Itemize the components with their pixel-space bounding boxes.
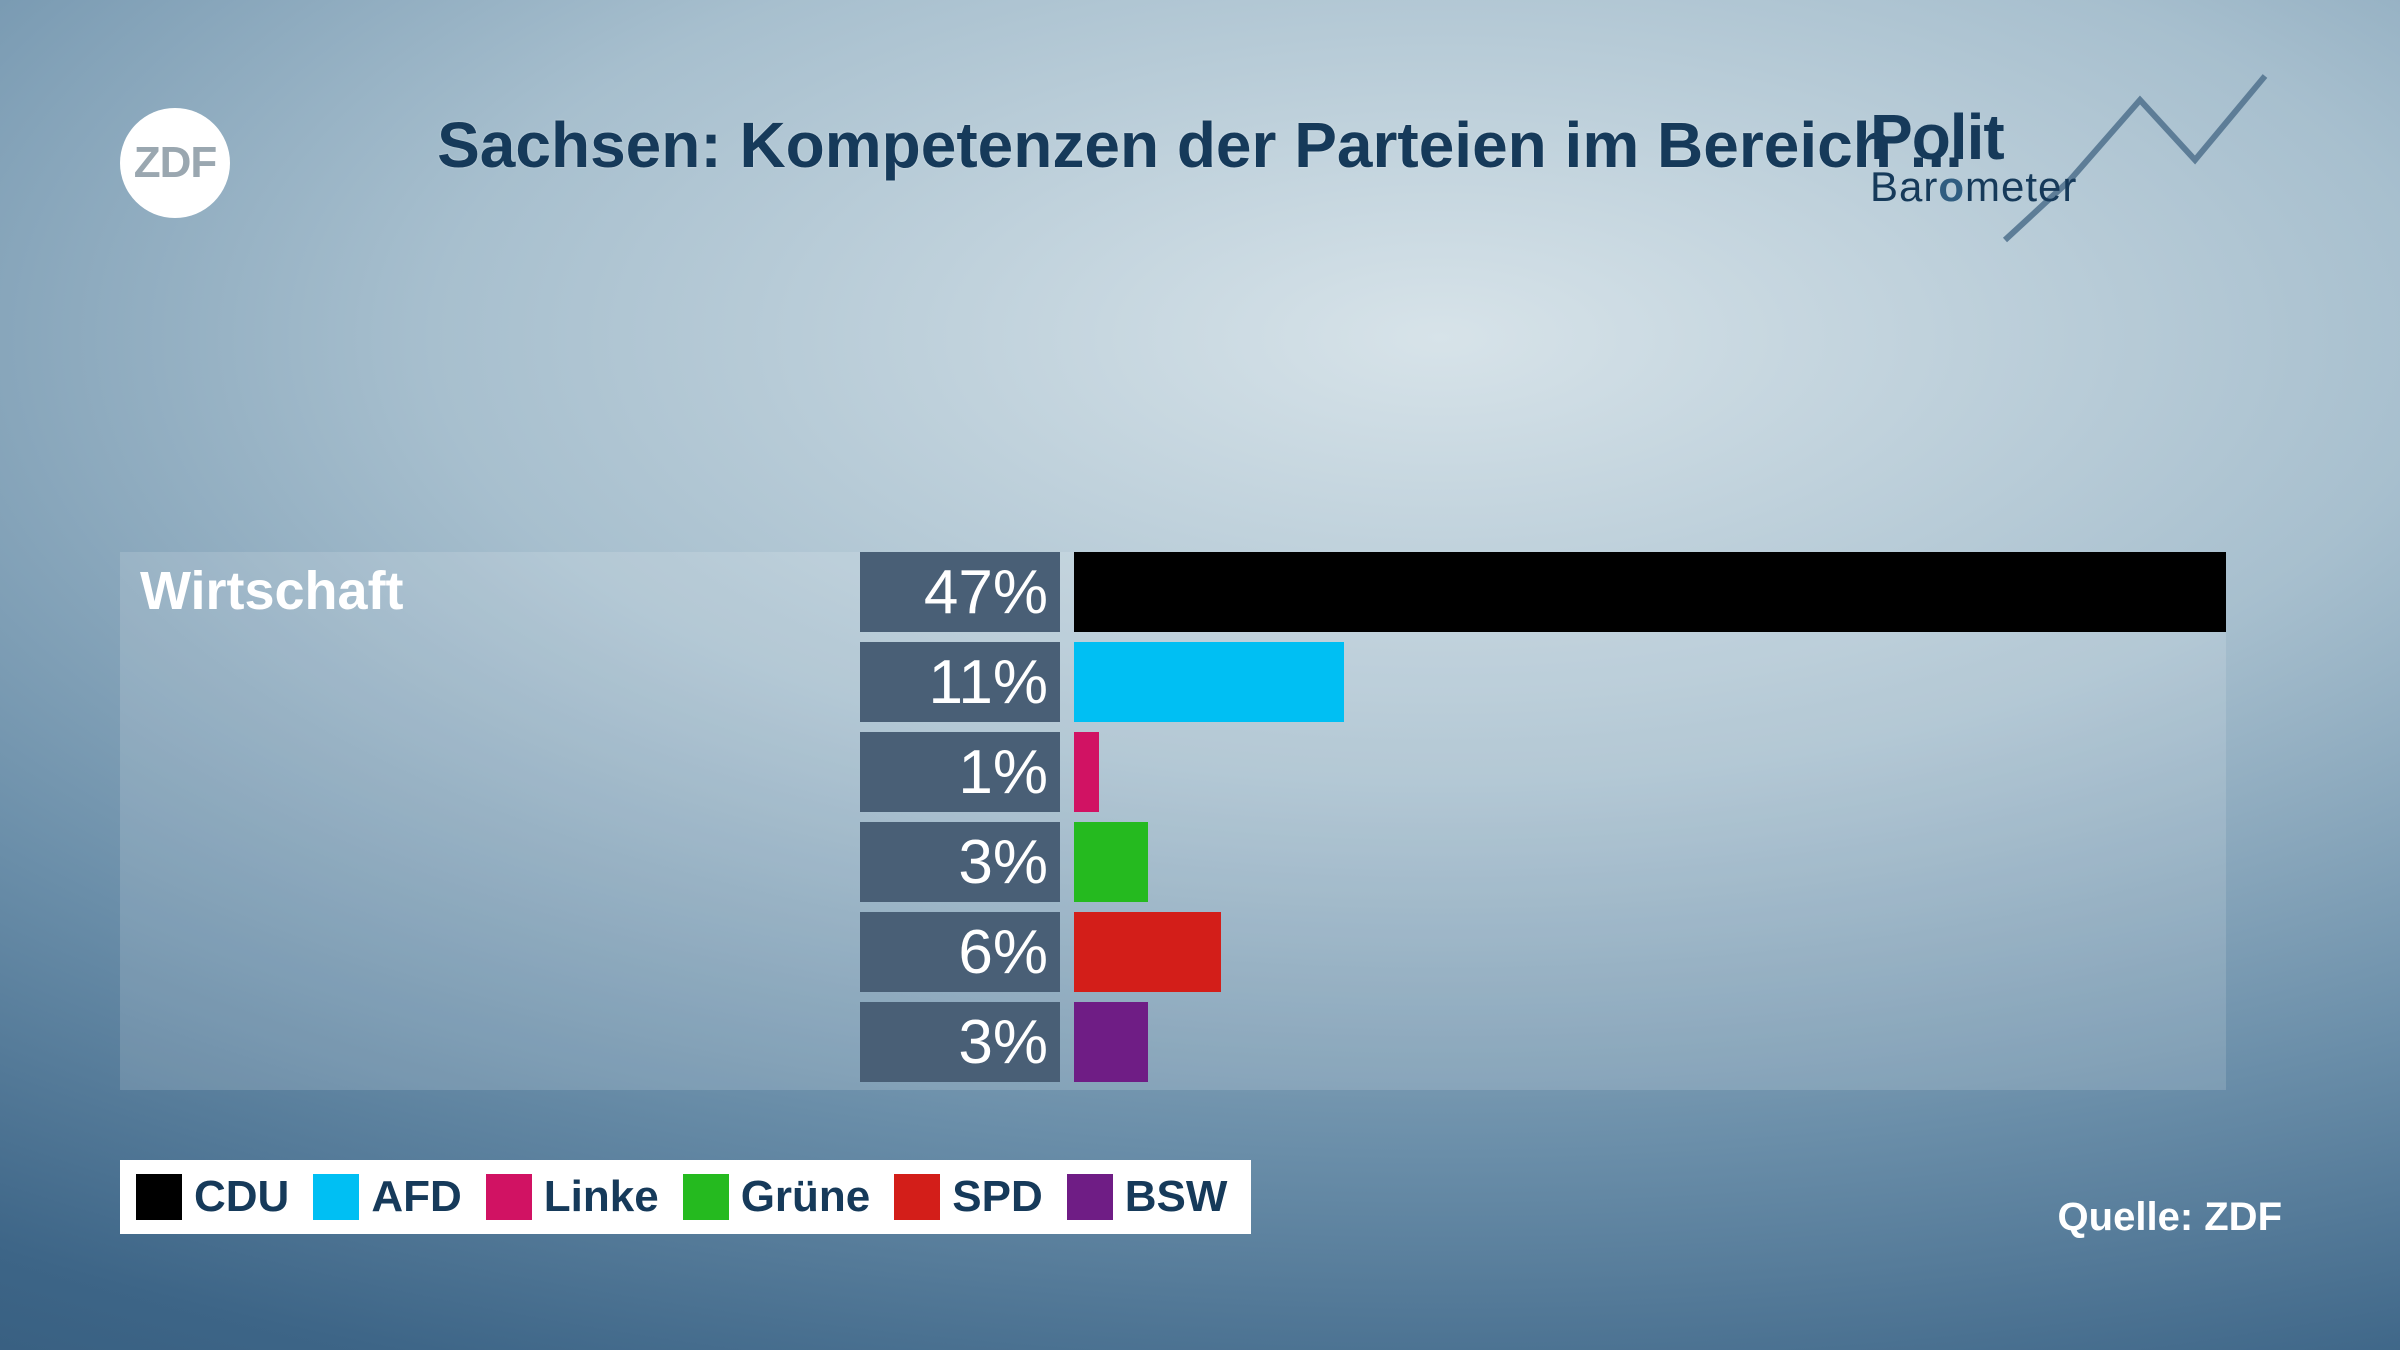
legend: CDU AFD Linke Grüne SPD BSW bbox=[120, 1160, 1251, 1234]
legend-label: CDU bbox=[194, 1172, 289, 1222]
legend-label: AFD bbox=[371, 1172, 461, 1222]
bar-track bbox=[1074, 822, 2226, 902]
polit-logo-text: Polit Barometer bbox=[1870, 104, 2077, 209]
bar-track bbox=[1074, 552, 2226, 632]
chart-row: 3% bbox=[120, 822, 2226, 902]
politbarometer-logo: Polit Barometer bbox=[1870, 70, 2290, 270]
legend-swatch bbox=[313, 1174, 359, 1220]
value-box: 3% bbox=[860, 1002, 1060, 1082]
bar bbox=[1074, 552, 2226, 632]
legend-swatch bbox=[683, 1174, 729, 1220]
polit-logo-line2: Barometer bbox=[1870, 165, 2077, 209]
chart-row: 1% bbox=[120, 732, 2226, 812]
source-label: Quelle: ZDF bbox=[2058, 1195, 2282, 1240]
legend-item: CDU bbox=[136, 1172, 289, 1222]
value-box: 11% bbox=[860, 642, 1060, 722]
legend-label: Grüne bbox=[741, 1172, 871, 1222]
chart-row: 3% bbox=[120, 1002, 2226, 1082]
legend-item: Linke bbox=[486, 1172, 659, 1222]
legend-swatch bbox=[136, 1174, 182, 1220]
bar-track bbox=[1074, 1002, 2226, 1082]
bar-track bbox=[1074, 732, 2226, 812]
chart-row: 47% bbox=[120, 552, 2226, 632]
bar-track bbox=[1074, 912, 2226, 992]
bar-track bbox=[1074, 642, 2226, 722]
bar bbox=[1074, 822, 1148, 902]
bar bbox=[1074, 642, 1344, 722]
value-box: 47% bbox=[860, 552, 1060, 632]
legend-swatch bbox=[1067, 1174, 1113, 1220]
value-box: 3% bbox=[860, 822, 1060, 902]
legend-item: AFD bbox=[313, 1172, 461, 1222]
legend-label: Linke bbox=[544, 1172, 659, 1222]
legend-label: BSW bbox=[1125, 1172, 1228, 1222]
legend-item: BSW bbox=[1067, 1172, 1228, 1222]
value-box: 6% bbox=[860, 912, 1060, 992]
bar bbox=[1074, 912, 1221, 992]
legend-item: SPD bbox=[894, 1172, 1042, 1222]
chart-row: 11% bbox=[120, 642, 2226, 722]
value-box: 1% bbox=[860, 732, 1060, 812]
bar bbox=[1074, 732, 1099, 812]
legend-swatch bbox=[486, 1174, 532, 1220]
chart-row: 6% bbox=[120, 912, 2226, 992]
legend-swatch bbox=[894, 1174, 940, 1220]
bar bbox=[1074, 1002, 1148, 1082]
polit-logo-line1: Polit bbox=[1870, 104, 2077, 171]
legend-item: Grüne bbox=[683, 1172, 871, 1222]
legend-label: SPD bbox=[952, 1172, 1042, 1222]
chart-rows: 47% 11% 1% 3% 6% 3% bbox=[120, 552, 2226, 1092]
